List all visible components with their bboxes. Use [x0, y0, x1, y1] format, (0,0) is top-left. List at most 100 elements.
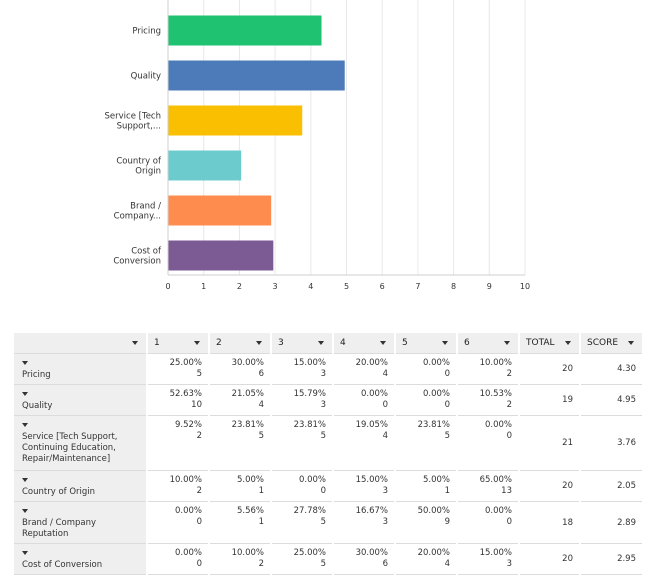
total-value: 21 [518, 414, 580, 470]
score-value: 4.95 [579, 383, 642, 415]
header-row-label-sort[interactable] [14, 333, 147, 353]
chevron-down-icon[interactable] [380, 341, 386, 345]
row-expander[interactable] [22, 548, 40, 560]
chevron-down-icon[interactable] [22, 508, 28, 513]
bar [168, 105, 303, 136]
rank-6-cell: 65.00% 13 [456, 469, 519, 501]
rank-1-cell: 0.00% 0 [146, 500, 209, 543]
rank-5-cell: 0.00% 0 [394, 352, 457, 384]
category-label: Company... [114, 212, 161, 222]
count-value: 4 [382, 430, 388, 441]
chevron-down-icon[interactable] [504, 341, 510, 345]
count-value: 0 [196, 558, 202, 569]
percent-value: 20.00% [417, 547, 450, 558]
rank-2-cell: 5.00% 1 [208, 469, 271, 501]
score-value: 2.95 [579, 542, 642, 575]
count-value: 1 [258, 485, 264, 496]
percent-value: 27.78% [293, 505, 326, 516]
table-row: Service [Tech Support, Continuing Educat… [14, 414, 642, 470]
row-label-text: Quality [22, 400, 53, 411]
row-label[interactable]: Cost of Conversion [14, 542, 147, 575]
header-score[interactable]: SCORE [579, 333, 642, 353]
chevron-down-icon[interactable] [22, 477, 28, 482]
chevron-down-icon[interactable] [628, 341, 634, 345]
chevron-down-icon[interactable] [442, 341, 448, 345]
rank-6-cell: 15.00% 3 [456, 542, 519, 575]
count-value: 10 [191, 399, 202, 410]
row-expander[interactable] [22, 358, 40, 370]
x-tick-label: 1 [201, 282, 206, 291]
percent-value: 0.00% [174, 547, 202, 558]
count-value: 2 [258, 558, 264, 569]
count-value: 2 [506, 368, 512, 379]
percent-value: 23.81% [293, 419, 326, 430]
row-label[interactable]: Brand / Company Reputation [14, 500, 147, 543]
rank-2-cell: 23.81% 5 [208, 414, 271, 470]
table-row: Quality 52.63% 10 21.05% 4 15.79% 3 0.00% 0 0.00%… [14, 383, 642, 415]
table-header-row: 1 2 3 4 5 6 TOTAL SCORE [14, 333, 642, 353]
percent-value: 21.05% [231, 388, 264, 399]
row-expander[interactable] [22, 475, 40, 487]
row-label[interactable]: Service [Tech Support, Continuing Educat… [14, 414, 147, 470]
percent-value: 10.00% [231, 547, 264, 558]
chevron-down-icon[interactable] [256, 341, 262, 345]
header-rank-3[interactable]: 3 [270, 333, 333, 353]
rank-4-cell: 16.67% 3 [332, 500, 395, 543]
rank-4-cell: 19.05% 4 [332, 414, 395, 470]
rank-6-cell: 0.00% 0 [456, 500, 519, 543]
percent-value: 0.00% [298, 474, 326, 485]
chevron-down-icon[interactable] [22, 360, 28, 365]
rank-4-cell: 20.00% 4 [332, 352, 395, 384]
x-tick-label: 3 [273, 282, 278, 291]
percent-value: 0.00% [484, 419, 512, 430]
count-value: 4 [382, 368, 388, 379]
rank-3-cell: 25.00% 5 [270, 542, 333, 575]
percent-value: 10.53% [479, 388, 512, 399]
x-tick-label: 10 [520, 282, 530, 291]
chevron-down-icon[interactable] [22, 391, 28, 396]
chevron-down-icon[interactable] [22, 422, 28, 427]
rank-1-cell: 10.00% 2 [146, 469, 209, 501]
percent-value: 50.00% [417, 505, 450, 516]
score-value: 2.89 [579, 500, 642, 543]
row-label[interactable]: Pricing [14, 352, 147, 384]
count-value: 0 [382, 399, 388, 410]
chevron-down-icon[interactable] [565, 341, 571, 345]
row-label-text: Service [Tech Support, Continuing Educat… [22, 431, 118, 464]
chevron-down-icon[interactable] [318, 341, 324, 345]
percent-value: 19.05% [355, 419, 388, 430]
x-tick-label: 6 [380, 282, 385, 291]
count-value: 9 [444, 516, 450, 527]
percent-value: 10.00% [169, 474, 202, 485]
row-expander[interactable] [22, 420, 40, 432]
count-value: 5 [320, 430, 326, 441]
percent-value: 5.56% [236, 505, 264, 516]
percent-value: 5.00% [236, 474, 264, 485]
count-value: 6 [258, 368, 264, 379]
bar [168, 15, 322, 46]
header-rank-2[interactable]: 2 [208, 333, 271, 353]
chevron-down-icon[interactable] [22, 550, 28, 555]
row-label[interactable]: Country of Origin [14, 469, 147, 501]
chevron-down-icon[interactable] [132, 341, 138, 345]
count-value: 0 [444, 399, 450, 410]
header-rank-1[interactable]: 1 [146, 333, 209, 353]
header-total[interactable]: TOTAL [518, 333, 580, 353]
row-label[interactable]: Quality [14, 383, 147, 415]
x-tick-label: 4 [308, 282, 313, 291]
percent-value: 5.00% [422, 474, 450, 485]
x-tick-label: 2 [237, 282, 242, 291]
count-value: 0 [196, 516, 202, 527]
x-tick-label: 9 [487, 282, 492, 291]
row-expander[interactable] [22, 506, 40, 518]
header-rank-5[interactable]: 5 [394, 333, 457, 353]
row-expander[interactable] [22, 389, 40, 401]
header-rank-6[interactable]: 6 [456, 333, 519, 353]
percent-value: 23.81% [231, 419, 264, 430]
header-rank-4[interactable]: 4 [332, 333, 395, 353]
bar [168, 240, 274, 271]
score-value: 4.30 [579, 352, 642, 384]
chevron-down-icon[interactable] [194, 341, 200, 345]
bar [168, 150, 242, 181]
ranking-bar-chart: 0 1 2 3 4 5 6 7 8 9 10 Pricing Quality Service [TechS… [105, 0, 530, 291]
